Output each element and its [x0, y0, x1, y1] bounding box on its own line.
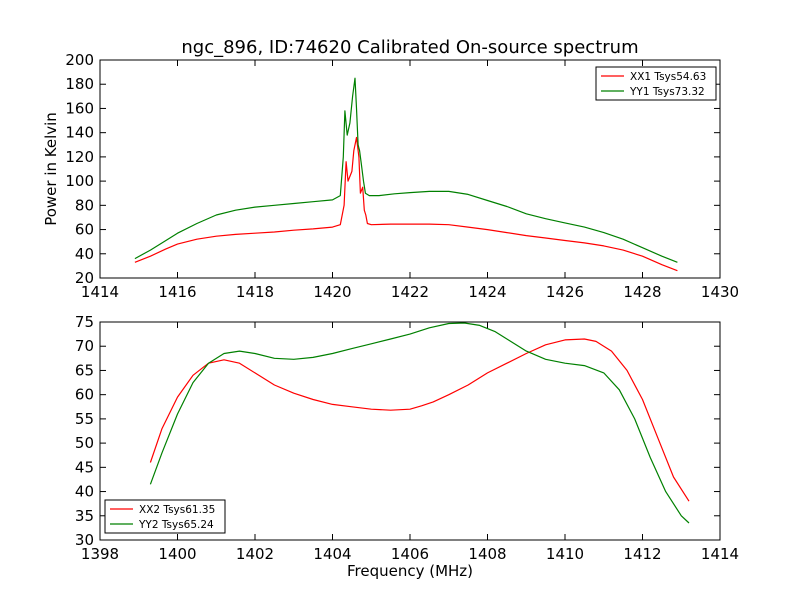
- x-tick-label: 1414: [701, 545, 739, 563]
- legend-label: XX2 Tsys61.35: [139, 504, 215, 516]
- y-axis-label: Power in Kelvin: [42, 112, 60, 226]
- x-tick-label: 1422: [391, 283, 429, 301]
- y-tick-label: 40: [75, 245, 94, 263]
- x-tick-label: 1420: [313, 283, 351, 301]
- y-tick-label: 160: [65, 99, 94, 117]
- x-tick-label: 1430: [701, 283, 739, 301]
- legend-label: YY1 Tsys73.32: [629, 86, 705, 98]
- legend-box: [595, 66, 717, 101]
- y-tick-label: 80: [75, 196, 94, 214]
- y-tick-label: 200: [65, 51, 94, 69]
- y-tick-label: 180: [65, 75, 94, 93]
- x-tick-label: 1410: [546, 545, 584, 563]
- x-tick-label: 1408: [468, 545, 506, 563]
- y-tick-label: 45: [75, 458, 94, 476]
- x-tick-label: 1414: [81, 283, 119, 301]
- y-tick-label: 100: [65, 172, 94, 190]
- x-tick-label: 1398: [81, 545, 119, 563]
- bottom-panel: 1398 1400 1402 1404 1406 1408 1410 1412 1414 30 35…: [75, 313, 739, 563]
- x-axis-label: Frequency (MHz): [347, 562, 473, 580]
- x-tick-label: 1406: [391, 545, 429, 563]
- x-tick-label: 1400: [158, 545, 196, 563]
- x-tick-label: 1412: [623, 545, 661, 563]
- y-tick-label: 30: [75, 531, 94, 549]
- x-tick-label: 1428: [623, 283, 661, 301]
- y-tick-label: 40: [75, 483, 94, 501]
- legend-box: [104, 499, 226, 534]
- series-line-2: [134, 77, 678, 263]
- y-tick-label: 65: [75, 361, 94, 379]
- y-tick-label: 60: [75, 386, 94, 404]
- legend-label: XX1 Tsys54.63: [630, 71, 706, 83]
- legend-label: YY2 Tsys65.24: [138, 519, 214, 531]
- y-tick-label: 140: [65, 124, 94, 142]
- y-tick-label: 35: [75, 507, 94, 525]
- top-panel: 1414 1416 1418 1420 1422 1424 1426 1428 1430 20 40…: [42, 51, 739, 301]
- y-tick-label: 70: [75, 337, 94, 355]
- y-tick-label: 60: [75, 221, 94, 239]
- x-tick-label: 1416: [158, 283, 196, 301]
- x-tick-label: 1426: [546, 283, 584, 301]
- series-line-1: [149, 338, 690, 502]
- y-tick-label: 120: [65, 148, 94, 166]
- series-line-2: [149, 322, 690, 524]
- x-tick-label: 1418: [236, 283, 274, 301]
- x-tick-label: 1424: [468, 283, 506, 301]
- chart-title: ngc_896, ID:74620 Calibrated On-source s…: [181, 37, 638, 58]
- y-tick-label: 50: [75, 434, 94, 452]
- y-tick-label: 20: [75, 269, 94, 287]
- y-tick-label: 75: [75, 313, 94, 331]
- series-line-1: [134, 136, 678, 272]
- x-tick-label: 1402: [236, 545, 274, 563]
- x-tick-label: 1404: [313, 545, 351, 563]
- y-tick-label: 55: [75, 410, 94, 428]
